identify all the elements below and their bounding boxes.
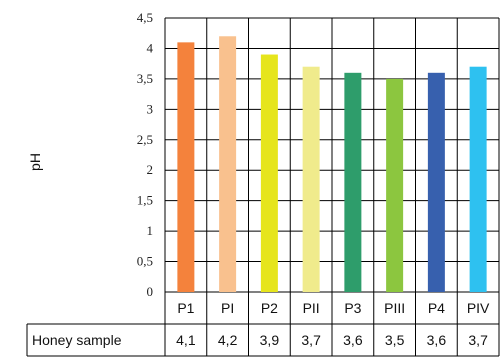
category-label: P4 xyxy=(428,300,445,316)
y-tick-label: 4 xyxy=(147,40,154,55)
bar-pi xyxy=(219,36,237,293)
category-label: P3 xyxy=(344,300,361,316)
category-label: PIV xyxy=(467,300,490,316)
bar-piv xyxy=(469,66,487,292)
y-tick-labels: 0 0,5 1 1,5 2 2,5 3 3,5 4 4,5 xyxy=(137,10,154,299)
data-label: 4,2 xyxy=(218,332,238,348)
y-tick-label: 3 xyxy=(147,101,154,116)
y-tick-label: 2 xyxy=(147,162,154,177)
bar-p1 xyxy=(177,42,195,292)
y-tick-label: 2,5 xyxy=(137,132,153,147)
category-label: P1 xyxy=(177,300,194,316)
bar-pii xyxy=(302,66,320,292)
y-tick-label: 0,5 xyxy=(137,254,153,269)
table-row-label: Honey sample xyxy=(32,332,122,348)
data-label: 3,7 xyxy=(468,332,488,348)
category-label: PIII xyxy=(384,300,405,316)
y-tick-label: 4,5 xyxy=(137,10,153,25)
data-label: 3,9 xyxy=(260,332,280,348)
data-label: 3,6 xyxy=(343,332,363,348)
y-tick-label: 1,5 xyxy=(137,193,153,208)
grid-lines xyxy=(164,17,500,356)
data-label: 3,7 xyxy=(301,332,321,348)
data-label: 3,6 xyxy=(427,332,447,348)
data-label: 4,1 xyxy=(176,332,196,348)
bars xyxy=(177,36,487,293)
data-table: P1 PI P2 PII P3 PIII P4 PIV 4,1 4,2 3,9 3,7 3,6 3,5 3,… xyxy=(26,300,499,357)
bar-p2 xyxy=(260,54,278,293)
y-axis-label: pH xyxy=(27,153,43,171)
bar-piii xyxy=(386,78,404,292)
bar-p3 xyxy=(344,72,362,292)
category-label: PI xyxy=(221,300,234,316)
y-tick-label: 0 xyxy=(147,284,154,299)
y-tick-label: 1 xyxy=(147,223,154,238)
data-label: 3,5 xyxy=(385,332,405,348)
category-label: PII xyxy=(303,300,320,316)
bar-p4 xyxy=(427,72,445,292)
y-tick-label: 3,5 xyxy=(137,71,153,86)
category-label: P2 xyxy=(261,300,278,316)
